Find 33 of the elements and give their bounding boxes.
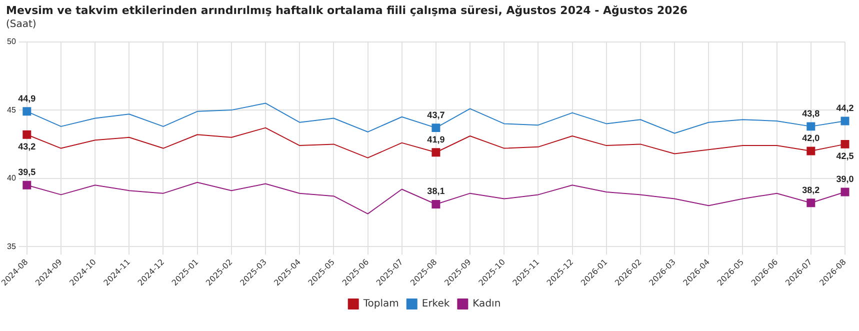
y-tick-label: 35 — [6, 242, 16, 251]
point — [806, 146, 816, 156]
data-label: 39,0 — [836, 174, 854, 184]
chart-title: Mevsim ve takvim etkilerinden arındırılmış haftalık ortalama fiili çalışma süresi, Ağustos 2024 - Ağustos 2026 — [5, 3, 689, 17]
point — [840, 188, 850, 196]
data-label: 38,1 — [427, 186, 445, 196]
data-label: 42,5 — [836, 151, 854, 162]
data-label: 44,9 — [18, 93, 36, 104]
y-tick-label: 50 — [6, 37, 16, 46]
y-tick-label: 40 — [6, 174, 16, 183]
point — [22, 180, 32, 190]
legend-label: Erkek — [422, 298, 450, 310]
point — [432, 124, 440, 132]
data-label: 39,5 — [18, 167, 36, 178]
data-label: 44,2 — [836, 102, 854, 113]
data-label: 41,9 — [427, 134, 445, 144]
data-label: 38,2 — [802, 184, 820, 195]
point — [840, 140, 850, 148]
data-label: 43,2 — [18, 142, 36, 152]
data-label: 42,0 — [802, 133, 820, 143]
point — [840, 116, 850, 126]
y-tick-label: 45 — [6, 105, 16, 114]
point — [806, 122, 816, 131]
point — [806, 198, 816, 208]
chart-subtitle: (Saat) — [5, 18, 38, 32]
point — [432, 148, 440, 157]
point — [22, 107, 32, 116]
point — [22, 130, 32, 139]
point — [432, 200, 440, 208]
legend-label: Toplam — [362, 298, 399, 310]
legend-label: Kadın — [472, 298, 501, 310]
data-label: 43,8 — [802, 108, 820, 118]
data-label: 43,7 — [427, 110, 445, 120]
